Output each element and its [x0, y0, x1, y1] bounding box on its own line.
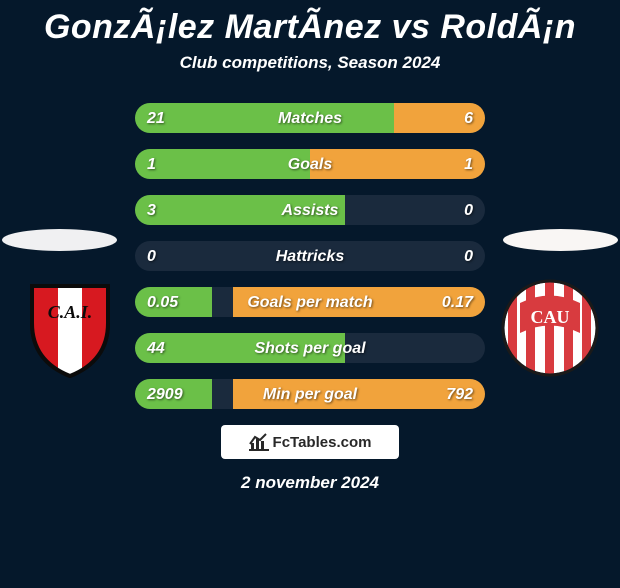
stat-label: Hattricks: [135, 241, 485, 271]
team-badge-right: CAU: [500, 278, 600, 378]
stat-row: 00Hattricks: [135, 241, 485, 271]
chart-icon: [249, 433, 269, 451]
stat-row: 2909792Min per goal: [135, 379, 485, 409]
stat-label: Assists: [135, 195, 485, 225]
team-oval-left: [2, 229, 117, 251]
svg-text:CAU: CAU: [531, 307, 570, 327]
comparison-title: GonzÃ¡lez MartÃ­nez vs RoldÃ¡n: [0, 8, 620, 47]
svg-text:C.A.I.: C.A.I.: [48, 302, 93, 322]
stat-label: Min per goal: [135, 379, 485, 409]
stat-row: 216Matches: [135, 103, 485, 133]
attribution-text: FcTables.com: [273, 434, 372, 451]
stat-row: 11Goals: [135, 149, 485, 179]
stat-label: Goals per match: [135, 287, 485, 317]
attribution-badge[interactable]: FcTables.com: [221, 425, 399, 459]
stat-label: Goals: [135, 149, 485, 179]
stat-row: 0.050.17Goals per match: [135, 287, 485, 317]
stat-row: 44Shots per goal: [135, 333, 485, 363]
stat-rows: 216Matches 11Goals 30Assists 00Hattricks 0.0…: [135, 103, 485, 409]
comparison-date: 2 november 2024: [0, 473, 620, 493]
stat-label: Matches: [135, 103, 485, 133]
team-badge-left: C.A.I.: [20, 278, 120, 378]
comparison-subtitle: Club competitions, Season 2024: [0, 53, 620, 73]
team-oval-right: [503, 229, 618, 251]
stat-label: Shots per goal: [135, 333, 485, 363]
comparison-main: C.A.I. CAU 216Matches 11Goals 30Assists 00H…: [0, 103, 620, 409]
stat-row: 30Assists: [135, 195, 485, 225]
